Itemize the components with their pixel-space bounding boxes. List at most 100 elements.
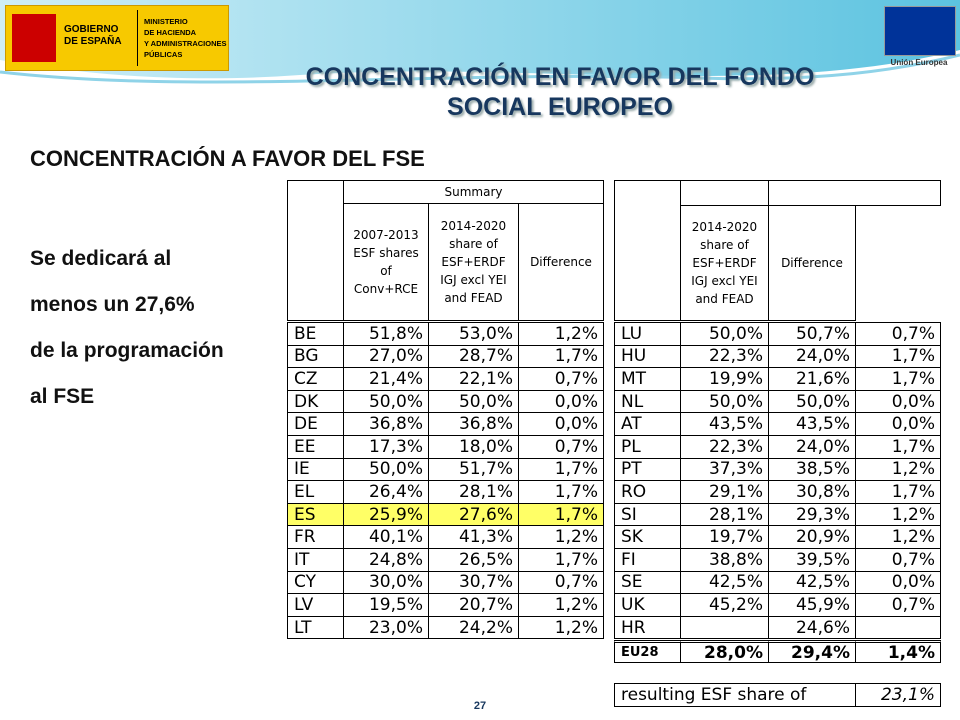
table-cell: 42,5% [680, 570, 769, 595]
cell-text: 29,4% [791, 642, 850, 663]
cell-text: 19,5% [368, 594, 423, 615]
table-cell: LU [614, 322, 681, 346]
table-cell: DK [287, 389, 344, 414]
table-cell: 50,0% [680, 322, 769, 346]
header-cell: Difference [518, 203, 604, 321]
cell-text: 51,7% [458, 459, 513, 480]
cell-text: 0,7% [554, 572, 598, 593]
table-cell: SE [614, 570, 681, 595]
cell-text: RO [621, 481, 647, 502]
cell-text: 27,6% [458, 504, 513, 525]
cell-text: 30,7% [458, 572, 513, 593]
table-cell: 29,1% [680, 480, 769, 504]
header-line: Conv+RCE [353, 282, 419, 296]
table-cell: 45,2% [680, 593, 769, 617]
header-line: IGJ excl YEI [691, 274, 758, 288]
cell-text: 28,7% [458, 346, 513, 367]
cell-text: 1,4% [887, 642, 935, 663]
cell-text: 26,4% [368, 481, 423, 502]
cell-text: 50,0% [368, 459, 423, 480]
cell-text: 18,0% [458, 436, 513, 457]
cell-text: BE [294, 323, 317, 344]
table-cell: AT [614, 412, 681, 436]
table-cell: 29,3% [768, 502, 856, 527]
cell-text: 29,3% [795, 504, 850, 525]
table-cell: 0,7% [855, 322, 941, 346]
cell-text: 50,0% [368, 391, 423, 412]
cell-text: IT [294, 549, 310, 570]
table-cell: 0,0% [518, 412, 604, 436]
table-cell: 20,9% [768, 525, 856, 549]
cell-text: 1,7% [554, 504, 598, 525]
cell-text: 21,6% [795, 368, 850, 389]
table-cell: 28,7% [428, 344, 519, 369]
table-cell: 1,2% [518, 615, 604, 640]
header-line: ESF+ERDF [441, 255, 506, 269]
cell-text: EU28 [621, 645, 659, 660]
total-cell: 29,4% [768, 640, 856, 663]
table-cell: 1,7% [518, 548, 604, 572]
table-cell: 17,3% [343, 435, 429, 459]
cell-text: 28,1% [458, 481, 513, 502]
cell-text: 42,5% [795, 572, 850, 593]
table-cell: 50,0% [343, 389, 429, 414]
header-line: ESF+ERDF [692, 256, 757, 270]
cell-text: 23,0% [368, 617, 423, 638]
table-cell: FR [287, 525, 344, 549]
table-cell: 0,0% [855, 570, 941, 595]
table-cell: 1,2% [855, 502, 941, 527]
cell-text: 26,5% [458, 549, 513, 570]
cell-text: 1,2% [891, 504, 935, 525]
table-cell: 19,9% [680, 367, 769, 391]
cell-text: 21,4% [368, 368, 423, 389]
slide-title: CONCENTRACIÓN EN FAVOR DEL FONDO SOCIAL E… [220, 62, 900, 122]
table-cell: HU [614, 344, 681, 369]
table-cell: 36,8% [428, 412, 519, 436]
cell-text: 24,6% [795, 617, 850, 638]
result-label: resulting ESF share of [614, 683, 856, 707]
cell-text: 30,0% [368, 572, 423, 593]
table-cell: IE [287, 457, 344, 482]
cell-text: 20,9% [795, 527, 850, 548]
table-cell: 22,3% [680, 344, 769, 369]
header-cell [287, 180, 344, 321]
cell-text: 1,2% [891, 459, 935, 480]
table-cell: 50,7% [768, 322, 856, 346]
cell-text: 1,2% [554, 527, 598, 548]
table-cell: SK [614, 525, 681, 549]
table-cell: 37,3% [680, 457, 769, 482]
table-cell: 43,5% [768, 412, 856, 436]
ministry-line: DE HACIENDA [144, 28, 197, 37]
header-text: Summary [444, 185, 503, 199]
table-cell: 24,0% [768, 435, 856, 459]
total-cell: EU28 [614, 640, 681, 663]
header-line: 2014-2020 [440, 219, 507, 233]
total-cell: 28,0% [680, 640, 769, 663]
cell-text: HR [621, 617, 646, 638]
cell-text: 37,3% [708, 459, 763, 480]
cell-text: 24,2% [458, 617, 513, 638]
table-cell: CY [287, 570, 344, 595]
cell-text: CY [294, 572, 316, 593]
table-cell: 22,3% [680, 435, 769, 459]
ministry-line: PÚBLICAS [144, 50, 183, 59]
table-cell: 0,0% [855, 412, 941, 436]
table-cell: 1,2% [518, 322, 604, 346]
cell-text: 1,7% [554, 549, 598, 570]
table-cell: 1,7% [855, 480, 941, 504]
table-cell: CZ [287, 367, 344, 391]
table-cell: 50,0% [343, 457, 429, 482]
table-cell: 0,7% [518, 435, 604, 459]
cell-text: 1,2% [554, 323, 598, 344]
header-line: and FEAD [695, 292, 754, 306]
cell-text: 29,1% [708, 481, 763, 502]
government-name-line: GOBIERNO [64, 24, 119, 35]
subtitle: CONCENTRACIÓN A FAVOR DEL FSE [30, 146, 425, 171]
table-cell: 18,0% [428, 435, 519, 459]
header-line: Difference [530, 255, 592, 269]
table-cell: 0,7% [518, 570, 604, 595]
table-cell: 1,2% [855, 457, 941, 482]
cell-text: 25,9% [368, 504, 423, 525]
cell-text: 50,0% [708, 391, 763, 412]
